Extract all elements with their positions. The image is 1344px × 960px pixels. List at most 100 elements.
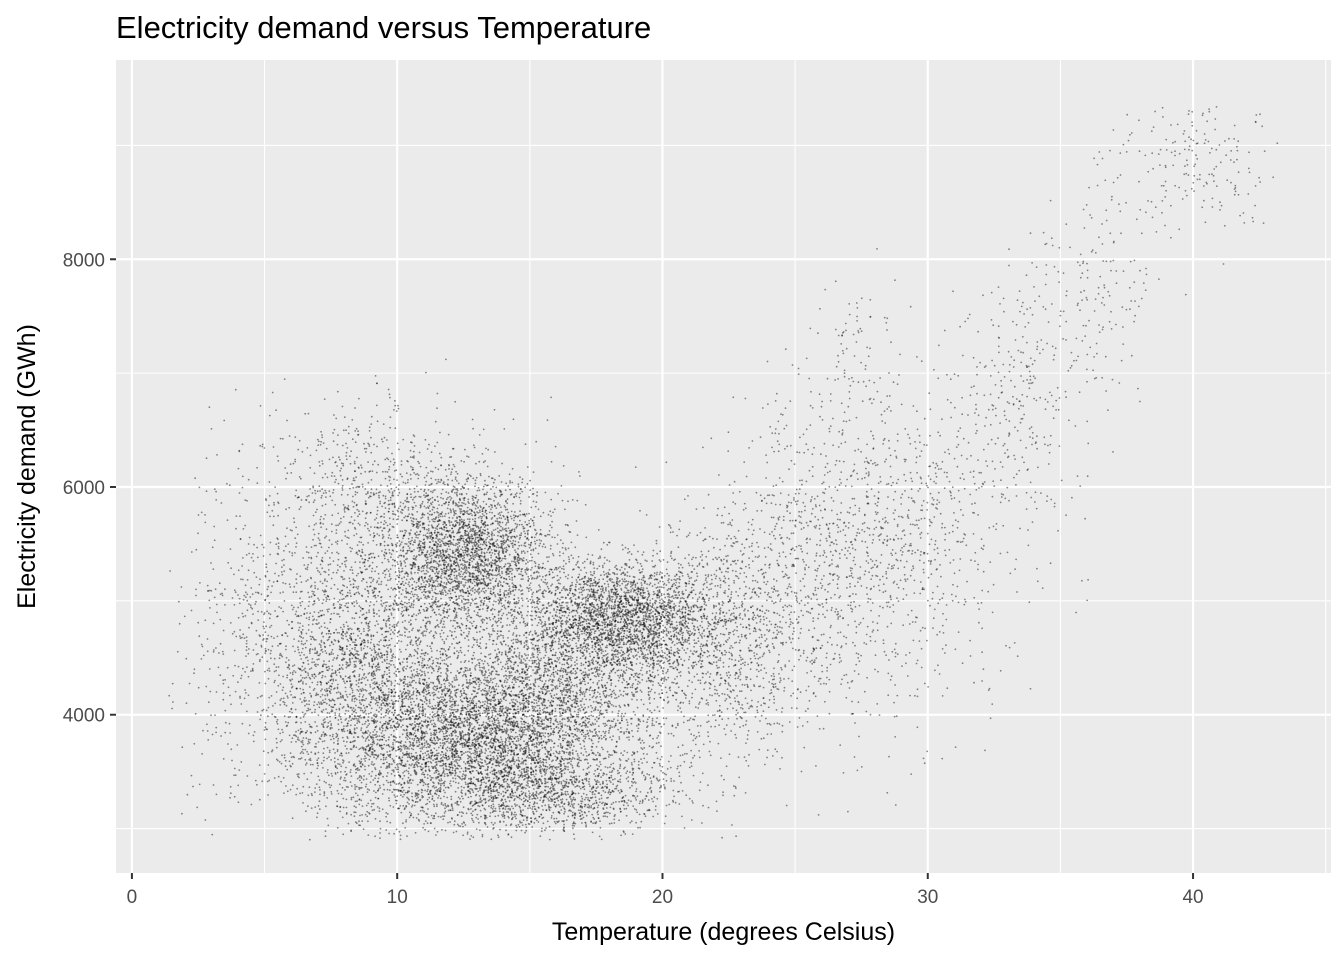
data-point [372, 714, 375, 717]
data-point [368, 812, 371, 815]
data-point [457, 723, 460, 725]
data-point [477, 804, 479, 807]
data-point [408, 786, 411, 789]
data-point [419, 781, 422, 784]
data-point [580, 717, 583, 720]
data-point [536, 709, 539, 712]
data-point [427, 687, 429, 689]
data-point [424, 752, 427, 754]
data-point [452, 723, 454, 726]
data-point [367, 834, 370, 836]
data-point [403, 764, 406, 767]
data-point [539, 770, 541, 773]
data-point [502, 730, 505, 733]
data-point [410, 755, 413, 757]
data-point [508, 659, 511, 661]
data-point [266, 780, 269, 783]
data-point [436, 687, 439, 690]
data-point [353, 763, 356, 765]
data-point [485, 816, 488, 819]
data-point [486, 726, 489, 729]
data-point [455, 734, 457, 737]
data-point [332, 733, 334, 736]
data-point [378, 644, 380, 646]
data-point [265, 709, 268, 712]
data-point [504, 791, 507, 794]
data-point [624, 712, 627, 715]
data-point [494, 748, 497, 750]
data-point [440, 816, 442, 818]
data-point [439, 707, 442, 710]
data-point [480, 781, 483, 784]
data-point [469, 697, 472, 700]
data-point [396, 722, 399, 725]
data-point [471, 743, 473, 746]
data-point [483, 735, 486, 737]
data-point [378, 683, 381, 686]
data-point [544, 688, 547, 691]
data-point [486, 702, 489, 705]
data-point [427, 808, 429, 810]
data-point [490, 734, 493, 736]
data-point [489, 700, 492, 702]
data-point [478, 772, 480, 775]
data-point [275, 746, 278, 749]
data-point [492, 739, 495, 742]
data-point [469, 714, 472, 717]
data-point [587, 706, 590, 708]
data-point [377, 687, 380, 690]
data-point [576, 784, 579, 787]
data-point [437, 739, 439, 742]
data-point [378, 710, 380, 713]
data-point [596, 720, 598, 723]
data-point [396, 721, 399, 723]
data-point [547, 753, 550, 755]
data-point [419, 809, 422, 812]
data-point [490, 781, 493, 784]
data-point [444, 685, 446, 688]
data-point [389, 633, 392, 636]
data-point [427, 716, 429, 719]
data-point [402, 728, 405, 731]
data-point [423, 742, 426, 744]
data-point [519, 750, 522, 752]
data-point [486, 769, 489, 772]
data-point [476, 713, 479, 716]
data-point [297, 773, 300, 775]
data-point [525, 666, 527, 669]
data-point [439, 744, 442, 747]
data-point [380, 758, 382, 761]
data-point [441, 759, 444, 762]
data-point [356, 777, 359, 780]
data-point [470, 795, 472, 798]
data-point [495, 786, 497, 788]
data-point [454, 750, 457, 753]
data-point [494, 698, 497, 701]
data-point [469, 715, 471, 718]
data-point [453, 754, 456, 756]
data-point [429, 738, 432, 740]
data-points [168, 106, 1279, 841]
data-point [256, 711, 259, 713]
data-point [444, 807, 446, 810]
data-point [455, 830, 458, 833]
data-point [505, 829, 507, 832]
data-point [457, 782, 460, 785]
data-point [353, 501, 356, 504]
data-point [433, 747, 436, 750]
data-point [514, 743, 517, 746]
data-point [499, 820, 502, 823]
data-point [438, 738, 440, 740]
data-point [513, 721, 516, 724]
data-point [374, 596, 377, 599]
data-point [519, 728, 522, 730]
data-point [388, 789, 391, 792]
data-point [476, 692, 479, 694]
data-point [500, 752, 502, 755]
data-point [456, 814, 459, 816]
data-point [440, 801, 443, 804]
data-point [635, 788, 638, 790]
data-point [529, 807, 532, 809]
data-point [478, 754, 481, 756]
data-point [349, 643, 351, 646]
